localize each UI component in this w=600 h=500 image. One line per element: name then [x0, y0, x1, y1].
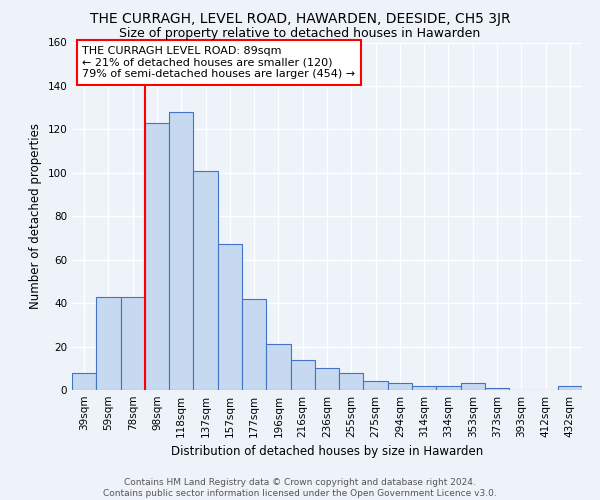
- Bar: [218, 244, 242, 390]
- Bar: [485, 388, 509, 390]
- Bar: [412, 386, 436, 390]
- Bar: [193, 170, 218, 390]
- X-axis label: Distribution of detached houses by size in Hawarden: Distribution of detached houses by size …: [171, 446, 483, 458]
- Bar: [121, 296, 145, 390]
- Bar: [558, 386, 582, 390]
- Bar: [339, 372, 364, 390]
- Bar: [388, 384, 412, 390]
- Bar: [96, 296, 121, 390]
- Bar: [436, 386, 461, 390]
- Bar: [266, 344, 290, 390]
- Y-axis label: Number of detached properties: Number of detached properties: [29, 123, 42, 309]
- Text: THE CURRAGH LEVEL ROAD: 89sqm
← 21% of detached houses are smaller (120)
79% of : THE CURRAGH LEVEL ROAD: 89sqm ← 21% of d…: [82, 46, 355, 79]
- Bar: [242, 299, 266, 390]
- Text: Contains HM Land Registry data © Crown copyright and database right 2024.
Contai: Contains HM Land Registry data © Crown c…: [103, 478, 497, 498]
- Text: THE CURRAGH, LEVEL ROAD, HAWARDEN, DEESIDE, CH5 3JR: THE CURRAGH, LEVEL ROAD, HAWARDEN, DEESI…: [89, 12, 511, 26]
- Bar: [290, 360, 315, 390]
- Bar: [461, 384, 485, 390]
- Bar: [72, 372, 96, 390]
- Bar: [169, 112, 193, 390]
- Bar: [315, 368, 339, 390]
- Text: Size of property relative to detached houses in Hawarden: Size of property relative to detached ho…: [119, 28, 481, 40]
- Bar: [145, 123, 169, 390]
- Bar: [364, 382, 388, 390]
